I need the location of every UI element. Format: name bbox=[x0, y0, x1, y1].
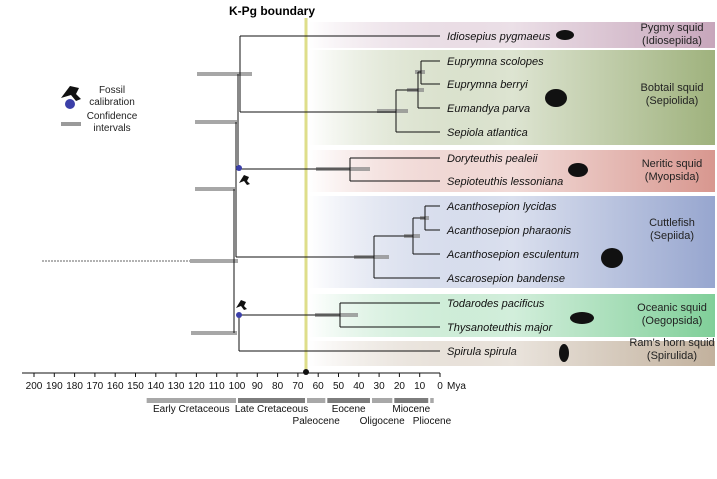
clade-name: Pygmy squid bbox=[641, 22, 704, 34]
tree bbox=[42, 35, 440, 352]
clade-band bbox=[309, 294, 715, 337]
taxon-label: Idiosepius pygmaeus bbox=[447, 31, 551, 43]
axis-tick-label: 180 bbox=[66, 381, 83, 392]
clade-name: Ram's horn squid bbox=[629, 337, 714, 349]
taxon-label: Todarodes pacificus bbox=[447, 298, 545, 310]
taxon-label: Ascarosepion bandense bbox=[446, 273, 565, 285]
axis-tick-label: 60 bbox=[313, 381, 325, 392]
taxon-label: Acanthosepion esculentum bbox=[446, 249, 579, 261]
clade-group: (Myopsida) bbox=[645, 171, 699, 183]
axis-tick-label: 90 bbox=[252, 381, 264, 392]
branches bbox=[233, 35, 440, 352]
axis-tick-label: 30 bbox=[374, 381, 386, 392]
clade-band bbox=[309, 341, 715, 366]
clade-name: Neritic squid bbox=[642, 158, 703, 170]
axis-unit: Mya bbox=[447, 381, 466, 392]
clade-band bbox=[309, 22, 715, 48]
kpg-axis-marker bbox=[303, 369, 309, 375]
axis-tick-label: 20 bbox=[394, 381, 406, 392]
axis-tick-label: 140 bbox=[147, 381, 164, 392]
time-axis: 200 190 180 170 160 150 140 130 120 110 100 90 80 70 6… bbox=[22, 369, 466, 392]
period-label: Oligocene bbox=[360, 416, 405, 427]
taxon-label: Euprymna scolopes bbox=[447, 56, 544, 68]
axis-tick-label: 80 bbox=[272, 381, 284, 392]
rams-horn-squid-icon bbox=[559, 344, 569, 362]
period-bar bbox=[394, 398, 429, 403]
bobtail-squid-icon bbox=[545, 89, 567, 107]
period-bar bbox=[307, 398, 326, 403]
pygmy-squid-icon bbox=[556, 30, 574, 40]
period-label: Eocene bbox=[332, 404, 366, 415]
taxon-label: Sepioteuthis lessoniana bbox=[447, 176, 563, 188]
legend bbox=[61, 86, 81, 126]
legend-ci-label: Confidence intervals bbox=[86, 111, 138, 134]
taxon-label: Euprymna berryi bbox=[447, 79, 528, 91]
period-bar bbox=[327, 398, 370, 403]
axis-tick-label: 10 bbox=[414, 381, 426, 392]
cuttlefish-icon bbox=[601, 248, 623, 268]
clade-name: Cuttlefish bbox=[649, 217, 695, 229]
clade-name: Bobtail squid bbox=[641, 82, 704, 94]
axis-tick-label: 170 bbox=[87, 381, 104, 392]
clade-group: (Sepiolida) bbox=[646, 95, 699, 107]
taxon-label: Spirula spirula bbox=[447, 346, 517, 358]
clade-band bbox=[309, 50, 715, 145]
clade-name: Oceanic squid bbox=[637, 302, 707, 314]
axis-tick-label: 130 bbox=[168, 381, 185, 392]
kpg-boundary-label: K-Pg boundary bbox=[229, 4, 315, 18]
axis-tick-label: 50 bbox=[333, 381, 345, 392]
clade-group: (Sepiida) bbox=[650, 230, 694, 242]
axis-tick-label: 160 bbox=[107, 381, 124, 392]
fossil-icon bbox=[239, 175, 250, 185]
period-bar bbox=[430, 398, 434, 403]
clade-group: (Spirulida) bbox=[647, 350, 697, 362]
period-bar bbox=[371, 398, 393, 403]
taxon-label: Doryteuthis pealeii bbox=[447, 153, 538, 165]
fossil-calibration-dot bbox=[65, 99, 75, 109]
axis-tick-label: 150 bbox=[127, 381, 144, 392]
taxon-label: Thysanoteuthis major bbox=[447, 322, 553, 334]
axis-tick-label: 190 bbox=[46, 381, 63, 392]
axis-tick-label: 100 bbox=[229, 381, 246, 392]
fossil-calibration-dot bbox=[236, 165, 242, 171]
axis-tick-label: 120 bbox=[188, 381, 205, 392]
period-label: Miocene bbox=[392, 404, 430, 415]
period-label: Early Cretaceous bbox=[153, 404, 230, 415]
fossil-icon bbox=[236, 300, 247, 310]
clade-group: (Idiosepiida) bbox=[642, 35, 702, 47]
axis-tick-label: 110 bbox=[209, 381, 225, 392]
axis-tick-label: 0 bbox=[437, 381, 443, 392]
clade-band bbox=[309, 196, 715, 288]
axis-tick-label: 200 bbox=[26, 381, 43, 392]
taxon-label: Acanthosepion lycidas bbox=[446, 201, 557, 213]
oceanic-squid-icon bbox=[570, 312, 594, 324]
period-bar bbox=[238, 398, 306, 403]
taxon-label: Sepiola atlantica bbox=[447, 127, 528, 139]
neritic-squid-icon bbox=[568, 163, 588, 177]
taxon-label: Acanthosepion pharaonis bbox=[446, 225, 572, 237]
period-label: Pliocene bbox=[413, 416, 452, 427]
clade-group: (Oegopsida) bbox=[642, 315, 703, 327]
taxon-label: Eumandya parva bbox=[447, 103, 530, 115]
axis-tick-label: 40 bbox=[353, 381, 365, 392]
fossil-icon bbox=[61, 86, 81, 101]
period-label: Late Cretaceous bbox=[235, 404, 308, 415]
period-bar bbox=[146, 398, 236, 403]
legend-fossil-label: Fossil calibration bbox=[89, 85, 135, 108]
fossil-calibration-dot bbox=[236, 312, 242, 318]
period-label: Paleocene bbox=[293, 416, 341, 427]
clade-band bbox=[309, 150, 715, 192]
axis-tick-label: 70 bbox=[292, 381, 304, 392]
